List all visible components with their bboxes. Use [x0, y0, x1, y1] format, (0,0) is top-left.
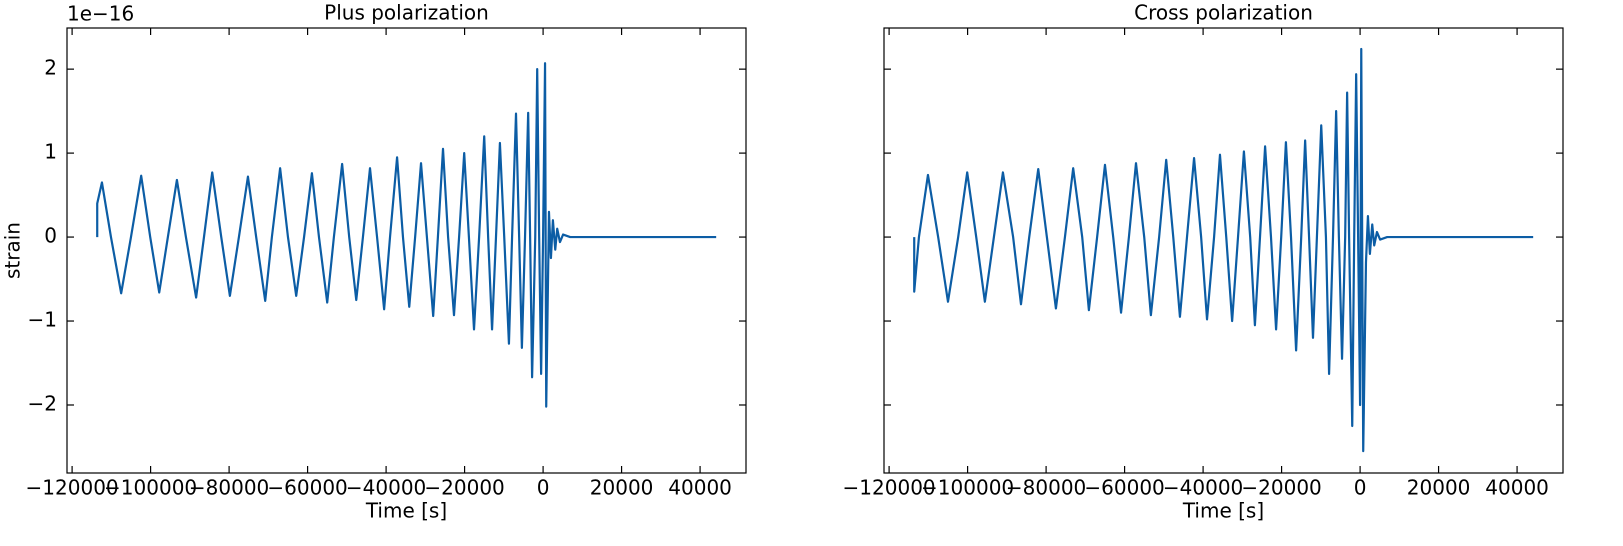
x-tick-label: −60000 — [267, 476, 347, 500]
x-axis-label: Time [s] — [1182, 499, 1264, 523]
y-tick-label: −1 — [28, 308, 57, 332]
x-tick-label: −100000 — [921, 476, 1014, 500]
waveform-line — [96, 62, 717, 408]
axis-offset-label: 1e−16 — [67, 2, 134, 26]
y-tick-label: 1 — [44, 140, 57, 164]
x-tick-label: 0 — [537, 476, 550, 500]
x-tick-label: −120000 — [26, 476, 119, 500]
x-tick-label: −100000 — [104, 476, 197, 500]
axes-frame — [883, 27, 1564, 474]
x-tick-label: 20000 — [590, 476, 654, 500]
x-tick-label: 0 — [1354, 476, 1367, 500]
x-tick-label: −20000 — [1241, 476, 1321, 500]
chart-title: Cross polarization — [1134, 1, 1313, 25]
x-tick-label: 20000 — [1407, 476, 1471, 500]
x-tick-label: −60000 — [1084, 476, 1164, 500]
y-tick-label: −2 — [28, 391, 57, 415]
y-tick-label: 2 — [44, 56, 57, 80]
waveform-line — [913, 47, 1534, 453]
x-tick-label: 40000 — [1485, 476, 1549, 500]
axes-frame — [66, 27, 747, 474]
x-tick-label: −20000 — [424, 476, 504, 500]
x-tick-label: 40000 — [668, 476, 732, 500]
x-tick-label: −80000 — [1006, 476, 1086, 500]
x-tick-label: −40000 — [346, 476, 426, 500]
chart-title: Plus polarization — [324, 1, 489, 25]
x-tick-label: −80000 — [189, 476, 269, 500]
x-tick-label: −40000 — [1163, 476, 1243, 500]
y-axis-label: strain — [1, 222, 25, 279]
x-axis-label: Time [s] — [365, 499, 447, 523]
y-tick-label: 0 — [44, 224, 57, 248]
x-tick-label: −120000 — [843, 476, 936, 500]
